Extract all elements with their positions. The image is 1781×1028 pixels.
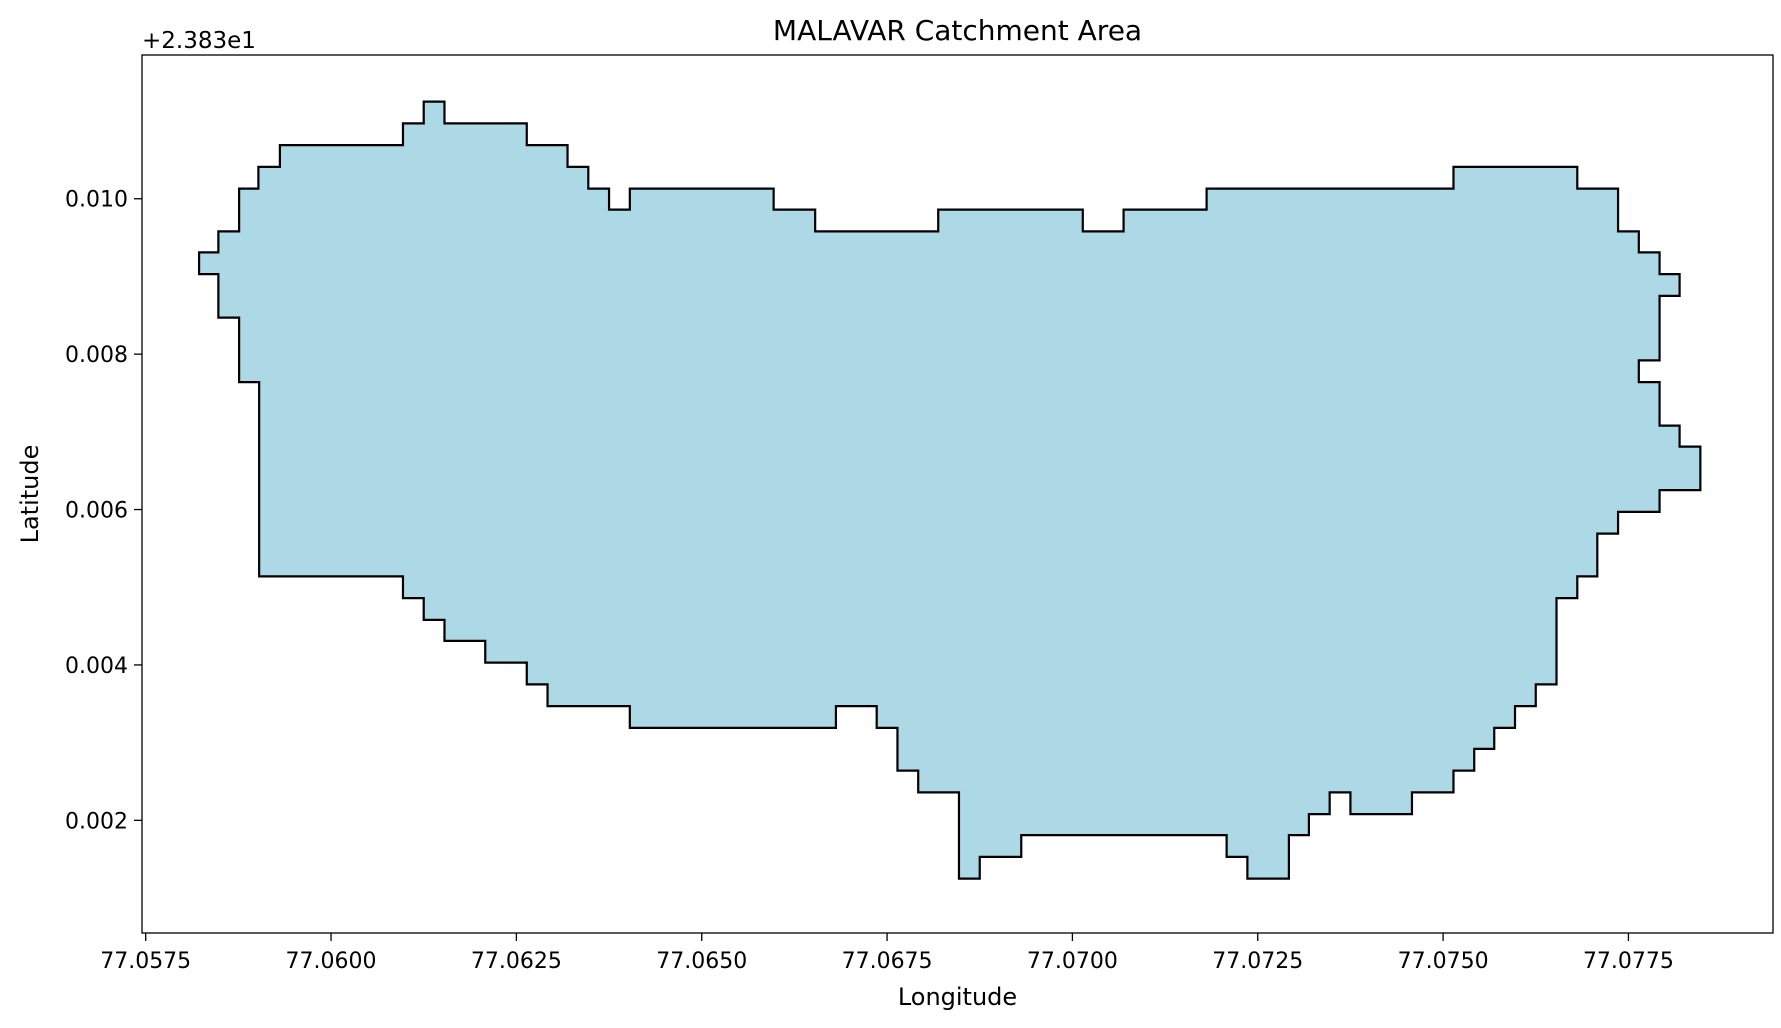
x-tick-label: 77.0625 bbox=[471, 949, 562, 974]
y-axis-offset-label: +2.383e1 bbox=[142, 28, 256, 54]
x-tick-label: 77.0725 bbox=[1212, 949, 1303, 974]
x-tick-label: 77.0775 bbox=[1583, 949, 1674, 974]
x-axis-ticks: 77.0575 77.0600 77.0625 77.0650 77.0675 77.07… bbox=[100, 933, 1674, 974]
y-axis-label: Latitude bbox=[16, 445, 44, 544]
x-axis-label: Longitude bbox=[898, 983, 1017, 1011]
plot-area bbox=[197, 100, 1702, 880]
y-tick-label: 0.010 bbox=[65, 188, 128, 213]
y-tick-label: 0.008 bbox=[65, 343, 128, 368]
x-tick-label: 77.0650 bbox=[656, 949, 747, 974]
x-tick-label: 77.0675 bbox=[842, 949, 933, 974]
catchment-polygon bbox=[197, 100, 1702, 880]
chart-title: MALAVAR Catchment Area bbox=[773, 14, 1142, 47]
y-tick-label: 0.004 bbox=[65, 654, 128, 679]
x-tick-label: 77.0700 bbox=[1027, 949, 1118, 974]
plot-frame bbox=[141, 54, 1774, 934]
x-tick-label: 77.0750 bbox=[1398, 949, 1489, 974]
y-axis-ticks: 0.002 0.004 0.006 0.008 0.010 bbox=[65, 188, 142, 834]
y-tick-label: 0.002 bbox=[65, 809, 128, 834]
x-tick-label: 77.0600 bbox=[286, 949, 377, 974]
y-tick-label: 0.006 bbox=[65, 499, 128, 524]
x-tick-label: 77.0575 bbox=[100, 949, 191, 974]
